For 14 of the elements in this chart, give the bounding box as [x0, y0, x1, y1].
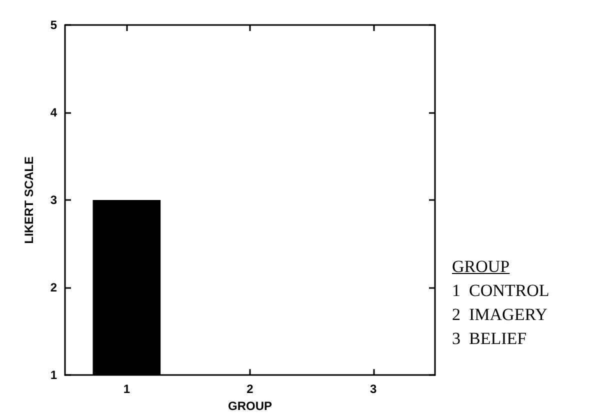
- y-tick-label: 5: [50, 18, 58, 32]
- x-tick-label: 2: [246, 382, 254, 396]
- text: 3 BELIEF: [452, 328, 528, 350]
- x-tick-label: 3: [370, 382, 377, 396]
- x-tick-label: 1: [123, 382, 130, 396]
- x-axis-title: GROUP: [228, 399, 272, 413]
- text: 1 CONTROL: [452, 280, 550, 302]
- text: 2 IMAGERY: [452, 304, 548, 326]
- text: GROUP: [452, 256, 511, 278]
- y-tick-label: 3: [50, 193, 58, 208]
- y-axis-title: LIKERT SCALE: [22, 156, 36, 244]
- y-tick-label: 1: [50, 368, 58, 382]
- y-tick-label: 4: [50, 106, 58, 120]
- y-tick-label: 2: [50, 280, 58, 295]
